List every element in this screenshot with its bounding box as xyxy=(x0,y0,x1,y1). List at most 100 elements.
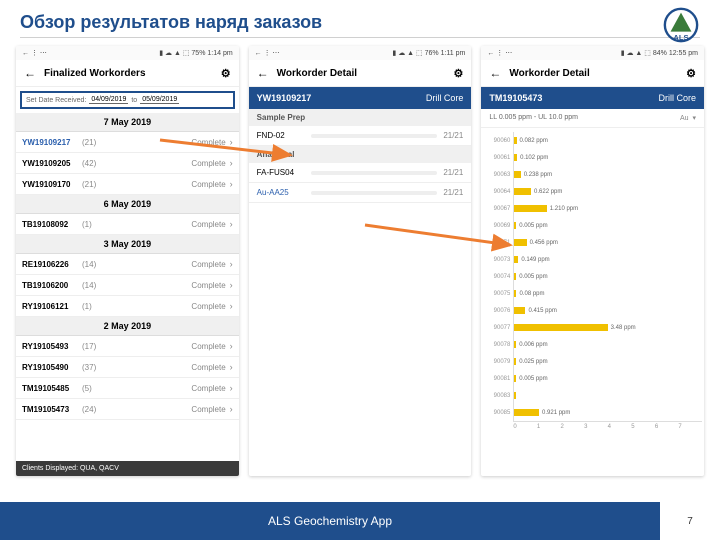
clients-bar: Clients Displayed: QUA, QACV xyxy=(16,461,239,476)
result-bar xyxy=(514,392,516,399)
gear-icon[interactable]: ⚙ xyxy=(453,67,463,80)
filter-from[interactable]: 04/09/2019 xyxy=(89,96,128,104)
chart-row: 900810.005 ppm xyxy=(485,370,702,387)
chevron-right-icon: › xyxy=(230,383,233,393)
workorder-row[interactable]: RY19105493(17)Complete› xyxy=(16,336,239,357)
chevron-right-icon: › xyxy=(230,219,233,229)
result-value: 3.48 ppm xyxy=(608,325,636,331)
slide-footer: ALS Geochemistry App 7 xyxy=(0,502,720,540)
sample-id: 90079 xyxy=(485,359,513,365)
workorder-count: (21) xyxy=(82,180,106,189)
back-icon[interactable]: ← xyxy=(24,66,36,80)
result-bar xyxy=(514,324,607,331)
order-type: Drill Core xyxy=(426,93,464,103)
app-bar: ← Workorder Detail ⚙ xyxy=(249,60,472,87)
workorder-row[interactable]: RE19106226(14)Complete› xyxy=(16,254,239,275)
workorder-row[interactable]: TM19105485(5)Complete› xyxy=(16,378,239,399)
sample-id: 90064 xyxy=(485,189,513,195)
chart-row: 900671.210 ppm xyxy=(485,200,702,217)
workorder-status: Complete xyxy=(191,342,225,351)
workorder-row[interactable]: TM19105473(24)Complete› xyxy=(16,399,239,420)
workorder-count: (1) xyxy=(82,220,106,229)
filter-to-label: to xyxy=(131,97,137,104)
status-bar: ← ⋮ ⋯ ▮ ☁ ▲ ⬚ 75% 1:14 pm xyxy=(16,46,239,60)
footer-title: ALS Geochemistry App xyxy=(0,502,660,540)
date-header: 2 May 2019 xyxy=(16,317,239,336)
result-value: 0.149 ppm xyxy=(518,257,549,263)
sample-id: 90085 xyxy=(485,410,513,416)
workorder-row[interactable]: RY19105490(37)Complete› xyxy=(16,357,239,378)
result-value: 0.102 ppm xyxy=(517,155,548,161)
workorder-status: Complete xyxy=(191,159,225,168)
status-left: ← ⋮ ⋯ xyxy=(22,49,47,57)
chevron-right-icon: › xyxy=(230,280,233,290)
workorder-row[interactable]: YW19109217(21)Complete› xyxy=(16,132,239,153)
date-header: 3 May 2019 xyxy=(16,235,239,254)
element-selector[interactable]: Au ▾ xyxy=(680,114,696,122)
date-header: 7 May 2019 xyxy=(16,113,239,132)
result-bar xyxy=(514,307,525,314)
workorder-status: Complete xyxy=(191,180,225,189)
workorder-id: RY19105490 xyxy=(22,363,82,372)
results-bar-chart: 900600.082 ppm900610.102 ppm900630.238 p… xyxy=(481,128,704,468)
back-icon[interactable]: ← xyxy=(257,66,269,80)
chart-row: 900730.149 ppm xyxy=(485,251,702,268)
sample-id: 90063 xyxy=(485,172,513,178)
workorder-row[interactable]: TB19108092(1)Complete› xyxy=(16,214,239,235)
workorder-row[interactable]: TB19106200(14)Complete› xyxy=(16,275,239,296)
workorder-id: TM19105485 xyxy=(22,384,82,393)
result-bar xyxy=(514,188,531,195)
x-tick: 6 xyxy=(655,424,679,430)
chevron-right-icon: › xyxy=(230,179,233,189)
method-row[interactable]: Au-AA25 21/21 xyxy=(249,183,472,203)
app-bar: ← Workorder Detail ⚙ xyxy=(481,60,704,87)
workorder-id: RE19106226 xyxy=(22,260,82,269)
chevron-right-icon: › xyxy=(230,341,233,351)
x-tick: 4 xyxy=(608,424,632,430)
workorder-row[interactable]: YW19109205(42) Complete › xyxy=(16,153,239,174)
filter-to[interactable]: 05/09/2019 xyxy=(140,96,179,104)
chart-row: 900690.005 ppm xyxy=(485,217,702,234)
workorder-status: Complete xyxy=(191,138,225,147)
date-filter[interactable]: Set Date Received: 04/09/2019 to 05/09/2… xyxy=(20,91,235,109)
status-left: ← ⋮ ⋯ xyxy=(487,49,512,57)
phone-workorders-list: ← ⋮ ⋯ ▮ ☁ ▲ ⬚ 75% 1:14 pm ← Finalized Wo… xyxy=(16,46,239,476)
appbar-title: Workorder Detail xyxy=(509,68,589,79)
chart-row: 900780.006 ppm xyxy=(485,336,702,353)
workorder-count: (14) xyxy=(82,281,106,290)
chart-row: 900710.456 ppm xyxy=(485,234,702,251)
sample-id: 90069 xyxy=(485,223,513,229)
sample-id: 90061 xyxy=(485,155,513,161)
appbar-title: Workorder Detail xyxy=(277,68,357,79)
workorder-status: Complete xyxy=(191,384,225,393)
status-left: ← ⋮ ⋯ xyxy=(255,49,280,57)
workorder-row[interactable]: YW19109170(21)Complete› xyxy=(16,174,239,195)
progress-bar xyxy=(311,191,438,195)
gear-icon[interactable]: ⚙ xyxy=(686,67,696,80)
method-name: Au-AA25 xyxy=(257,188,305,197)
chart-row: 90085 0.921 ppm xyxy=(485,404,702,421)
method-count: 21/21 xyxy=(443,188,463,197)
workorder-count: (1) xyxy=(82,302,106,311)
chevron-right-icon: › xyxy=(230,158,233,168)
order-id: YW19109217 xyxy=(257,93,312,103)
result-value: 0.921 ppm xyxy=(539,410,570,416)
workorder-id: YW19109205 xyxy=(22,159,82,168)
chart-row: 900740.005 ppm xyxy=(485,268,702,285)
method-row[interactable]: FA-FUS0421/21 xyxy=(249,163,472,183)
method-row[interactable]: FND-0221/21 xyxy=(249,126,472,146)
chart-row: 900640.622 ppm xyxy=(485,183,702,200)
back-icon[interactable]: ← xyxy=(489,66,501,80)
status-bar: ← ⋮ ⋯ ▮ ☁ ▲ ⬚ 84% 12:55 pm xyxy=(481,46,704,60)
x-tick: 2 xyxy=(561,424,585,430)
sample-id: 90074 xyxy=(485,274,513,280)
x-tick: 1 xyxy=(537,424,561,430)
gear-icon[interactable]: ⚙ xyxy=(221,67,231,80)
sample-id: 90075 xyxy=(485,291,513,297)
workorder-row[interactable]: RY19106121(1)Complete› xyxy=(16,296,239,317)
workorder-id: YW19109217 xyxy=(22,138,82,147)
sample-id: 90076 xyxy=(485,308,513,314)
workorder-count: (42) xyxy=(82,159,106,168)
result-bar xyxy=(514,205,546,212)
workorder-status: Complete xyxy=(191,363,225,372)
